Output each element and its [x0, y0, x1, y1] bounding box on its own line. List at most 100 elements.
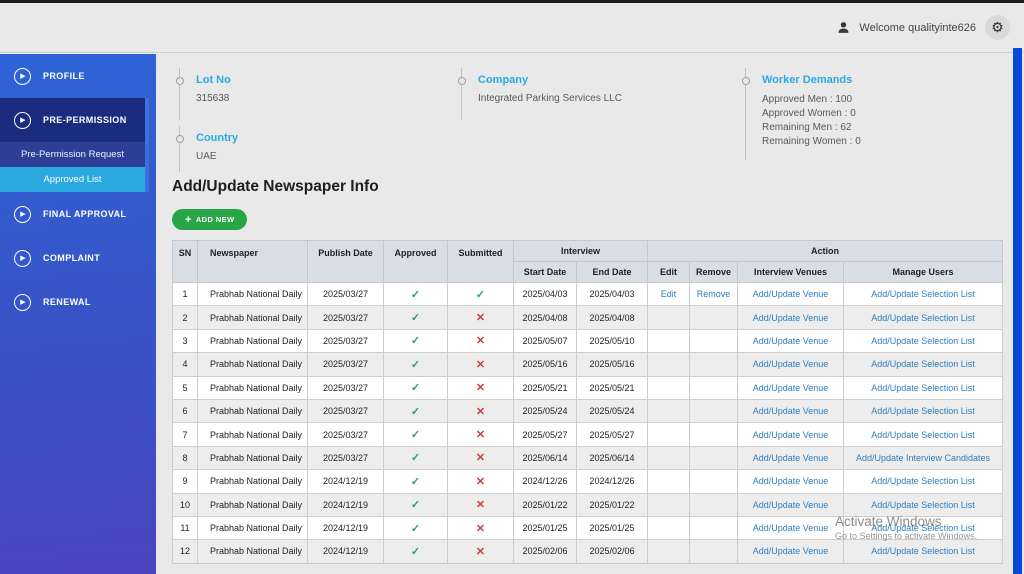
manage-users-link[interactable]: Add/Update Selection List	[843, 422, 1004, 447]
interview-venues-link[interactable]: Add/Update Venue	[737, 375, 845, 400]
remove-link[interactable]: Remove	[689, 281, 739, 307]
interview-venues-link[interactable]: Add/Update Venue	[737, 281, 845, 307]
end-date-cell: 2025/01/25	[575, 515, 649, 541]
end-date-cell: 2025/05/10	[575, 328, 649, 354]
newspaper-cell: Prabhab National Daily	[197, 422, 308, 447]
gear-icon[interactable]: ⚙	[985, 15, 1010, 40]
manage-users-link[interactable]: Add/Update Selection List	[843, 305, 1004, 330]
info-country: Country UAE	[174, 126, 238, 172]
remove-link[interactable]: Remove	[696, 289, 731, 300]
manage-users-link[interactable]: Add/Update Selection List	[871, 523, 975, 534]
sidebar-item-renewal[interactable]: ▶ RENEWAL	[0, 280, 156, 324]
sidebar-subitem-label: Approved List	[43, 174, 102, 185]
interview-venues-link[interactable]: Add/Update Venue	[752, 406, 829, 417]
manage-users-link[interactable]: Add/Update Selection List	[871, 476, 975, 487]
interview-venues-link[interactable]: Add/Update Venue	[737, 422, 845, 447]
interview-venues-link[interactable]: Add/Update Venue	[737, 398, 845, 424]
edit-link[interactable]: Edit	[660, 289, 677, 300]
table-row: 12 Prabhab National Daily 2024/12/19 ✓ ✕ 2025…	[172, 539, 1004, 564]
interview-venues-link[interactable]: Add/Update Venue	[752, 452, 829, 463]
interview-venues-link[interactable]: Add/Update Venue	[752, 429, 829, 440]
newspaper-cell: Prabhab National Daily	[197, 352, 308, 377]
approved-men-value: Approved Men : 100	[762, 94, 853, 105]
interview-venues-link[interactable]: Add/Update Venue	[752, 289, 829, 300]
approved-mark-cell: ✓	[383, 422, 448, 447]
interview-venues-link[interactable]: Add/Update Venue	[737, 539, 845, 564]
manage-users-link[interactable]: Add/Update Selection List	[843, 328, 1004, 354]
manage-users-link[interactable]: Add/Update Selection List	[843, 375, 1004, 400]
start-date-cell: 2025/01/25	[513, 515, 577, 541]
interview-venues-link[interactable]: Add/Update Venue	[737, 352, 845, 377]
manage-users-link[interactable]: Add/Update Selection List	[871, 406, 975, 417]
manage-users-link[interactable]: Add/Update Selection List	[871, 429, 975, 440]
manage-users-link[interactable]: Add/Update Selection List	[843, 398, 1004, 424]
manage-users-link[interactable]: Add/Update Selection List	[843, 515, 1004, 541]
manage-users-link[interactable]: Add/Update Selection List	[843, 469, 1004, 494]
manage-users-link[interactable]: Add/Update Interview Candidates	[843, 445, 1004, 471]
publish-date-cell: 2025/03/27	[307, 422, 384, 447]
interview-venues-link[interactable]: Add/Update Venue	[752, 359, 829, 370]
interview-venues-link[interactable]: Add/Update Venue	[737, 492, 845, 517]
publish-date-cell: 2024/12/19	[307, 515, 384, 541]
right-scrollbar-strip[interactable]	[1013, 48, 1022, 574]
interview-venues-link[interactable]: Add/Update Venue	[752, 312, 829, 323]
sn-cell: 5	[172, 375, 198, 400]
sn-cell: 3	[172, 328, 198, 354]
cross-icon: ✕	[475, 545, 486, 558]
submitted-mark-cell: ✓	[447, 281, 514, 307]
submitted-mark-cell: ✕	[447, 515, 514, 541]
add-new-button[interactable]: + ADD NEW	[172, 209, 248, 230]
plus-icon: +	[185, 213, 192, 226]
manage-users-link[interactable]: Add/Update Selection List	[871, 382, 975, 393]
manage-users-link[interactable]: Add/Update Selection List	[843, 539, 1004, 564]
manage-users-link[interactable]: Add/Update Selection List	[843, 352, 1004, 377]
interview-venues-link[interactable]: Add/Update Venue	[737, 328, 845, 354]
check-icon: ✓	[410, 288, 421, 301]
cross-icon: ✕	[475, 452, 486, 465]
sidebar-item-approved-list[interactable]: Approved List	[0, 167, 145, 192]
submitted-mark-cell: ✕	[447, 445, 514, 471]
column-header-interview-venues: Interview Venues	[737, 261, 845, 283]
remove-link	[689, 445, 739, 471]
cross-icon: ✕	[475, 429, 486, 442]
interview-venues-link[interactable]: Add/Update Venue	[752, 382, 829, 393]
start-date-cell: 2025/05/21	[513, 375, 577, 400]
sn-cell: 6	[172, 398, 198, 424]
sidebar-item-complaint[interactable]: ▶ COMPLAINT	[0, 236, 156, 280]
info-lot-no: Lot No 315638	[174, 68, 231, 120]
column-header-publish-date: Publish Date	[307, 240, 384, 283]
manage-users-link[interactable]: Add/Update Selection List	[871, 289, 975, 300]
interview-venues-link[interactable]: Add/Update Venue	[752, 546, 829, 557]
manage-users-link[interactable]: Add/Update Selection List	[871, 499, 975, 510]
sn-cell: 1	[172, 281, 198, 307]
sidebar-item-profile[interactable]: ▶ PROFILE	[0, 54, 156, 98]
manage-users-link[interactable]: Add/Update Selection List	[843, 281, 1004, 307]
manage-users-link[interactable]: Add/Update Selection List	[871, 359, 975, 370]
interview-venues-link[interactable]: Add/Update Venue	[737, 515, 845, 541]
edit-link[interactable]: Edit	[647, 281, 691, 307]
interview-venues-link[interactable]: Add/Update Venue	[752, 335, 829, 346]
interview-venues-link[interactable]: Add/Update Venue	[737, 305, 845, 330]
manage-users-link[interactable]: Add/Update Selection List	[871, 335, 975, 346]
manage-users-link[interactable]: Add/Update Selection List	[871, 312, 975, 323]
sidebar-item-pre-permission[interactable]: ▶ PRE-PERMISSION	[0, 98, 145, 142]
check-icon: ✓	[410, 405, 421, 418]
interview-venues-link[interactable]: Add/Update Venue	[752, 476, 829, 487]
sidebar-item-pre-permission-request[interactable]: Pre-Permission Request	[0, 142, 145, 167]
interview-venues-link[interactable]: Add/Update Venue	[752, 523, 829, 534]
end-date-cell: 2025/05/27	[575, 422, 649, 447]
interview-venues-link[interactable]: Add/Update Venue	[752, 499, 829, 510]
interview-venues-link[interactable]: Add/Update Venue	[737, 469, 845, 494]
sidebar-group-pre-permission: ▶ PRE-PERMISSION Pre-Permission Request …	[0, 98, 149, 192]
manage-users-link[interactable]: Add/Update Interview Candidates	[855, 452, 991, 463]
submitted-mark-cell: ✕	[447, 469, 514, 494]
end-date-cell: 2025/02/06	[575, 539, 649, 564]
interview-venues-link[interactable]: Add/Update Venue	[737, 445, 845, 471]
add-new-label: ADD NEW	[195, 215, 235, 224]
sidebar-item-final-approval[interactable]: ▶ FINAL APPROVAL	[0, 192, 156, 236]
end-date-cell: 2025/06/14	[575, 445, 649, 471]
publish-date-cell: 2025/03/27	[307, 398, 384, 424]
cross-icon: ✕	[475, 312, 486, 325]
manage-users-link[interactable]: Add/Update Selection List	[871, 546, 975, 557]
manage-users-link[interactable]: Add/Update Selection List	[843, 492, 1004, 517]
